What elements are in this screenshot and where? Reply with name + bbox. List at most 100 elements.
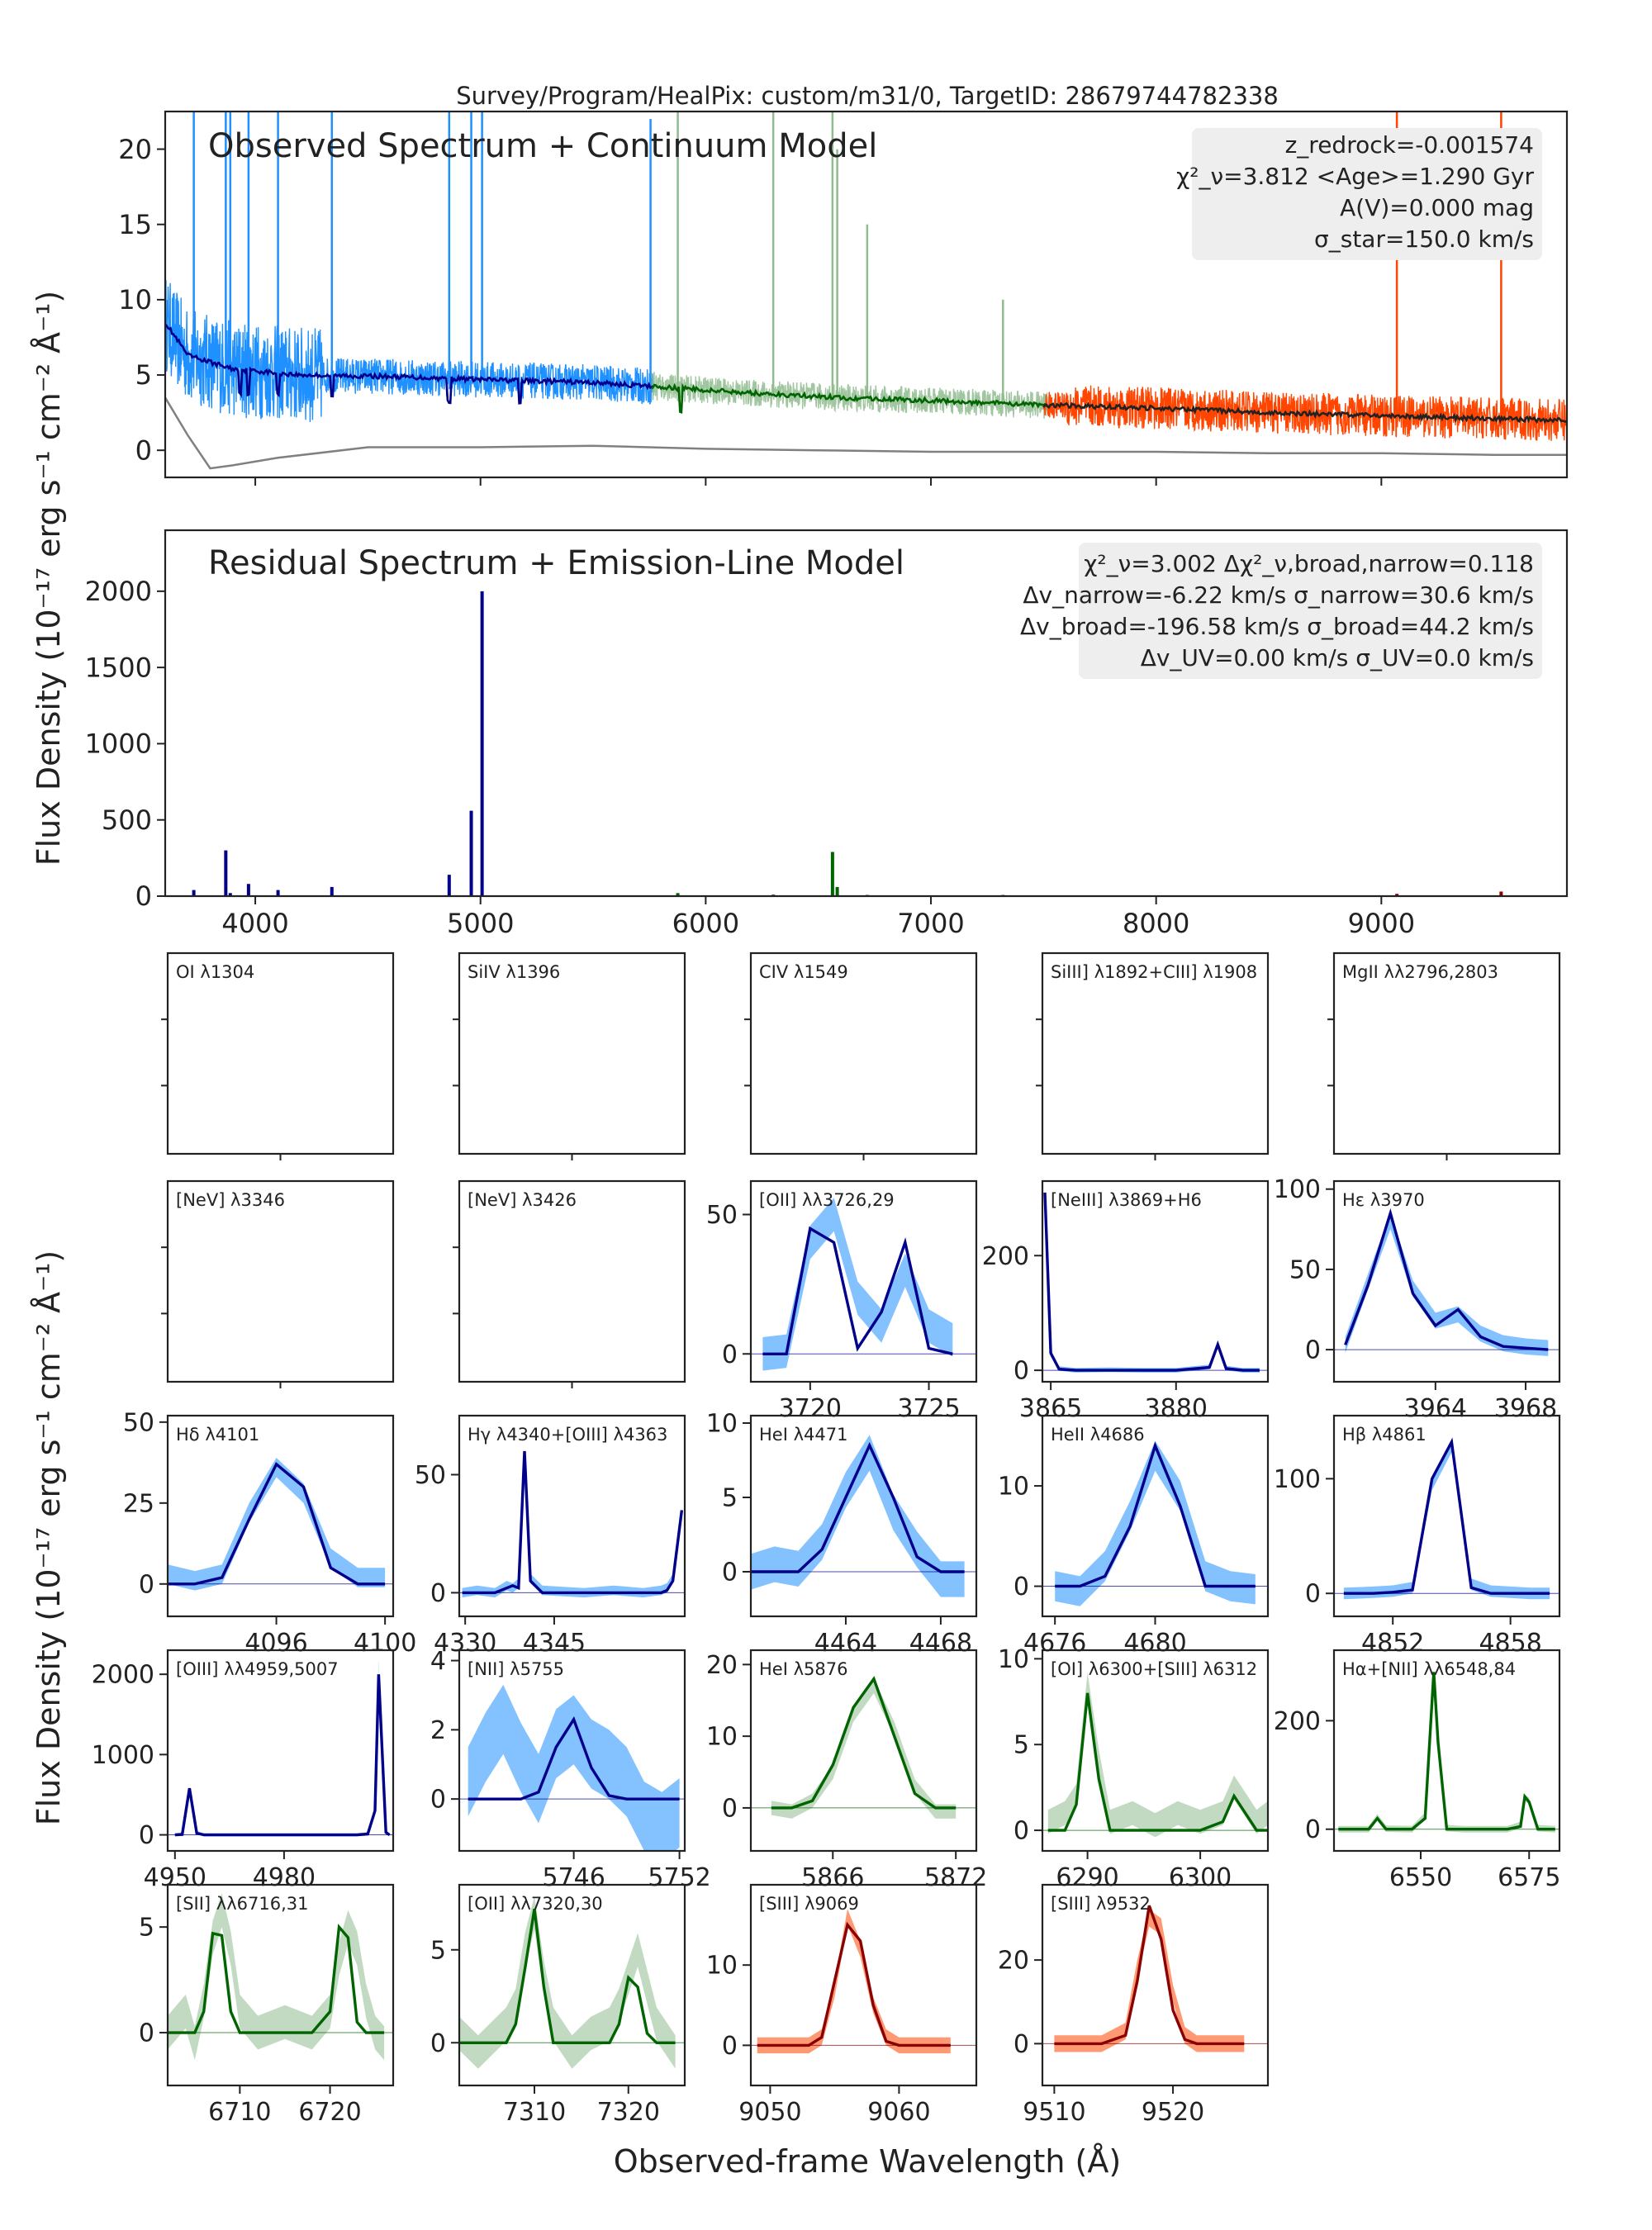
- line-plot: [751, 1909, 976, 2054]
- line-panel-frame: [166, 1414, 395, 1618]
- y-tick-label: 4: [430, 1647, 446, 1676]
- y-tick-label: 2: [430, 1716, 446, 1745]
- line-panel-title: HeII λ4686: [1051, 1425, 1145, 1445]
- y-tick-label: 50: [1289, 1255, 1321, 1284]
- line-panel-title: [OIII] λλ4959,5007: [176, 1659, 339, 1679]
- x-tick-label: 9510: [1023, 2098, 1085, 2127]
- info-text: Δv_narrow=-6.22 km/s σ_narrow=30.6 km/s: [1023, 581, 1534, 609]
- observed-spectrum-plot: [165, 112, 1567, 470]
- line-panel-SII6716: 0 5 6710 6720 [SII] λλ6716,31: [139, 1883, 395, 2127]
- line-model: [771, 1676, 957, 1810]
- y-tick-label: 20: [706, 1651, 738, 1680]
- data-uncertainty-band: [1345, 1212, 1549, 1356]
- y-tick-label: 5: [1014, 1731, 1029, 1760]
- line-panel-title: [NeIII] λ3869+H6: [1051, 1190, 1202, 1210]
- y-tick-label: 1000: [85, 728, 152, 760]
- line-panel-title: [NeV] λ3346: [176, 1190, 285, 1210]
- line-panel-frame: [1041, 1179, 1270, 1383]
- y-tick-label: 50: [706, 1201, 738, 1230]
- x-tick-label: 5000: [447, 908, 514, 939]
- y-tick-label: 200: [982, 1242, 1029, 1271]
- line-model: [762, 1226, 953, 1355]
- x-tick-label: 9000: [1348, 908, 1415, 939]
- continuum-model-camera-2: [1042, 401, 1567, 425]
- x-tick-label: 3720: [779, 1394, 842, 1423]
- line-panel-frame: [458, 1649, 686, 1853]
- line-panel-Hd4101: 0 25 50 4096 4100 Hδ λ4101: [123, 1408, 416, 1658]
- data-uncertainty-band: [168, 1893, 385, 2061]
- line-panel-frame: [166, 951, 395, 1155]
- line-panel-NeV3426: [NeV] λ3426: [453, 1179, 686, 1388]
- data-uncertainty-band: [771, 1678, 957, 1819]
- y-axis-label-bottom: Flux Density (10⁻¹⁷ erg s⁻¹ cm⁻² Å⁻¹): [31, 1250, 67, 1826]
- line-plot: [751, 1676, 976, 1819]
- x-tick-label: 7320: [597, 2098, 660, 2127]
- line-panel-title: Hβ λ4861: [1342, 1425, 1427, 1445]
- y-tick-label: 0: [1305, 1815, 1321, 1844]
- y-tick-label: 100: [1274, 1175, 1321, 1204]
- x-tick-label: 3968: [1494, 1394, 1557, 1423]
- data-uncertainty-band: [757, 1909, 951, 2054]
- data-uncertainty-band: [468, 1684, 680, 1851]
- x-tick-label: 3880: [1145, 1394, 1208, 1423]
- line-panel-NeIII3869: 0 200 3865 3880 [NeIII] λ3869+H6: [982, 1179, 1270, 1423]
- line-plot: [1042, 1192, 1268, 1373]
- line-panel-frame: [458, 951, 686, 1155]
- line-panel-MgII2796: MgII λλ2796,2803: [1327, 951, 1561, 1160]
- line-panel-Ha6563: 0 200 6550 6575 Hα+[NII] λλ6548,84: [1274, 1649, 1560, 1892]
- continuum-model-camera-1: [650, 382, 1049, 415]
- line-model: [462, 1450, 684, 1595]
- y-tick-label: 0: [430, 2029, 446, 2058]
- info-text: A(V)=0.000 mag: [1340, 194, 1534, 221]
- line-panel-title: [SIII] λ9532: [1051, 1894, 1151, 1914]
- line-panel-OII7320: 0 5 7310 7320 [OII] λλ7320,30: [430, 1883, 686, 2127]
- data-uncertainty-band: [168, 1458, 386, 1591]
- line-panel-frame: [749, 951, 978, 1155]
- x-tick-label: 7310: [503, 2098, 566, 2127]
- y-tick-label: 5: [139, 1914, 154, 1943]
- y-tick-label: 0: [1014, 1573, 1029, 1601]
- line-panel-frame: [458, 1414, 686, 1618]
- y-tick-label: 0: [135, 434, 152, 466]
- y-tick-label: 0: [430, 1579, 446, 1608]
- x-tick-label: 9520: [1142, 2098, 1204, 2127]
- line-panel-title: HeI λ4471: [759, 1425, 847, 1445]
- y-tick-label: 15: [118, 209, 152, 240]
- x-tick-label: 3865: [1019, 1394, 1082, 1423]
- line-panel-title: [NII] λ5755: [468, 1659, 564, 1679]
- residual-spectrum-panel: 0 500 1000 1500 2000 4000 5000 6000 7000 8000 9000…: [85, 529, 1569, 939]
- line-plot: [459, 1684, 685, 1851]
- line-model: [1055, 1441, 1256, 1588]
- info-text: σ_star=150.0 km/s: [1314, 225, 1534, 253]
- line-plot: [751, 1198, 976, 1371]
- line-model: [1343, 1437, 1550, 1595]
- line-panel-Hg4340: 0 50 4330 4345 Hγ λ4340+[OIII] λ4363: [415, 1414, 686, 1658]
- x-tick-label: 5872: [924, 1863, 987, 1892]
- line-panel-title: [NeV] λ3426: [468, 1190, 577, 1210]
- continuum-model-camera-0: [165, 323, 654, 405]
- line-panel-HeI5876: 0 10 20 5866 5872 HeI λ5876: [706, 1649, 987, 1892]
- line-panel-frame: [166, 1883, 395, 2087]
- data-uncertainty-band: [1055, 1440, 1256, 1606]
- line-panel-title: Hε λ3970: [1342, 1190, 1425, 1210]
- y-tick-label: 1500: [85, 652, 152, 683]
- line-panel-He3970: 0 50 100 3964 3968 Hε λ3970: [1274, 1175, 1561, 1423]
- y-tick-label: 100: [1274, 1465, 1321, 1494]
- line-panel-HeII4686: 0 10 4676 4680 HeII λ4686: [998, 1414, 1270, 1658]
- residual-spectrum-frame: [164, 529, 1569, 898]
- line-panel-HeI4471: 0 5 10 4464 4468 HeI λ4471: [706, 1410, 978, 1658]
- line-panel-OI1304: OI λ1304: [161, 951, 395, 1160]
- observed-flux-camera-0: [165, 280, 655, 423]
- line-panel-SiIV1396: SiIV λ1396: [453, 951, 686, 1160]
- line-panel-OI6300: 0 5 10 6290 6300 [OI] λ6300+[SIII] λ6312: [998, 1645, 1270, 1892]
- y-tick-label: 2000: [92, 1661, 154, 1690]
- data-uncertainty-band: [1045, 1196, 1260, 1373]
- x-tick-label: 6300: [1169, 1863, 1232, 1892]
- y-tick-label: 0: [1014, 1817, 1029, 1846]
- info-text: χ²_ν=3.812 <Age>=1.290 Gyr: [1176, 163, 1534, 190]
- line-panel-NeV3346: [NeV] λ3346: [161, 1179, 395, 1388]
- x-tick-label: 6575: [1498, 1863, 1560, 1892]
- y-tick-label: 0: [722, 2032, 738, 2061]
